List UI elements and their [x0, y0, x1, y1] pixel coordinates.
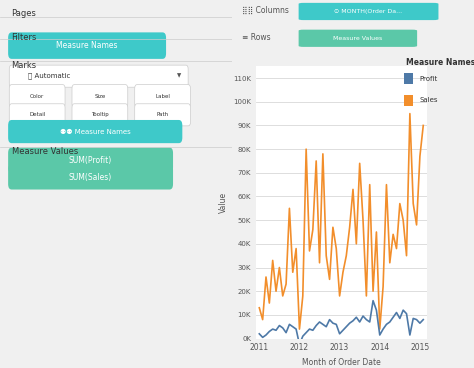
Text: ⚉⚉ Measure Names: ⚉⚉ Measure Names	[60, 128, 131, 135]
Text: SUM(Profit): SUM(Profit)	[69, 156, 112, 164]
Text: Profit: Profit	[419, 75, 438, 82]
FancyBboxPatch shape	[135, 85, 191, 107]
FancyBboxPatch shape	[9, 85, 65, 107]
Text: ▼: ▼	[176, 74, 181, 79]
FancyBboxPatch shape	[9, 65, 188, 87]
Text: ≡ Rows: ≡ Rows	[242, 33, 270, 42]
FancyBboxPatch shape	[72, 104, 128, 126]
Text: Filters: Filters	[11, 33, 37, 42]
Text: Label: Label	[155, 93, 170, 99]
Text: ⊙ MONTH(Order Da...: ⊙ MONTH(Order Da...	[335, 9, 402, 14]
Text: ⤵ Automatic: ⤵ Automatic	[28, 73, 70, 79]
Bar	[404, 73, 413, 84]
X-axis label: Month of Order Date: Month of Order Date	[302, 358, 381, 367]
FancyBboxPatch shape	[8, 148, 173, 173]
Text: Measure Names: Measure Names	[406, 57, 474, 67]
Y-axis label: Value: Value	[219, 192, 228, 213]
Text: Color: Color	[30, 93, 44, 99]
FancyBboxPatch shape	[299, 3, 438, 20]
Text: Tooltip: Tooltip	[91, 112, 109, 117]
FancyBboxPatch shape	[135, 104, 191, 126]
FancyBboxPatch shape	[8, 164, 173, 190]
Text: Measure Values: Measure Values	[333, 36, 383, 41]
Text: Pages: Pages	[11, 9, 36, 18]
Text: Size: Size	[94, 93, 106, 99]
Text: Detail: Detail	[29, 112, 46, 117]
Text: Sales: Sales	[419, 98, 438, 103]
Text: Measure Values: Measure Values	[11, 147, 78, 156]
Bar	[404, 95, 413, 106]
Text: SUM(Sales): SUM(Sales)	[69, 173, 112, 181]
Text: Path: Path	[156, 112, 169, 117]
Text: ⣿⣿ Columns: ⣿⣿ Columns	[242, 6, 289, 15]
FancyBboxPatch shape	[8, 32, 166, 59]
Text: Marks: Marks	[11, 61, 37, 70]
FancyBboxPatch shape	[8, 120, 182, 143]
FancyBboxPatch shape	[299, 30, 417, 47]
Text: Measure Names: Measure Names	[56, 41, 118, 50]
FancyBboxPatch shape	[9, 104, 65, 126]
FancyBboxPatch shape	[72, 85, 128, 107]
